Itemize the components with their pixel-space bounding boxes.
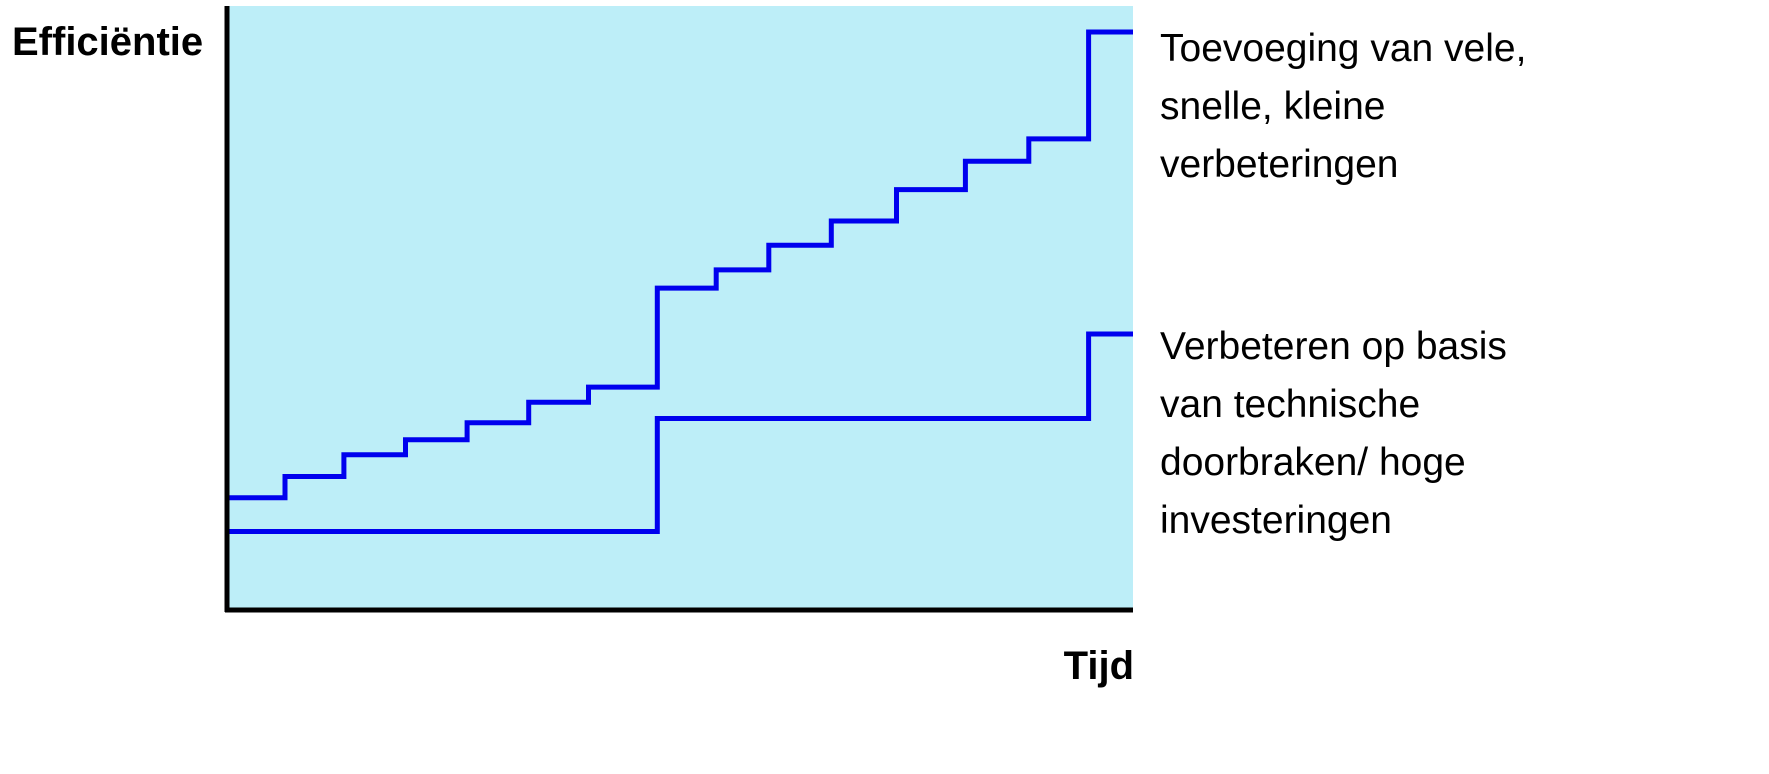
y-axis-label: Efficiëntie <box>12 20 204 64</box>
x-axis-label: Tijd <box>1063 644 1134 688</box>
series-label-line: Verbeteren op basis <box>1160 325 1507 368</box>
series-label-line: doorbraken/ hoge <box>1160 441 1466 484</box>
series-label-line: investeringen <box>1160 499 1392 542</box>
series-line-breakthrough <box>227 331 1133 534</box>
series-line-incremental <box>227 29 1133 501</box>
series-label-incremental: Toevoeging van vele, snelle, kleine verb… <box>1160 20 1760 194</box>
series-label-line: verbeteringen <box>1160 143 1399 186</box>
series-label-line: van technische <box>1160 383 1421 426</box>
series-label-line: Toevoeging van vele, <box>1160 27 1527 70</box>
series-layer <box>227 29 1133 534</box>
series-label-line: snelle, kleine <box>1160 85 1386 128</box>
plot-area <box>227 6 1133 610</box>
series-label-breakthrough: Verbeteren op basis van technische doorb… <box>1160 318 1760 550</box>
